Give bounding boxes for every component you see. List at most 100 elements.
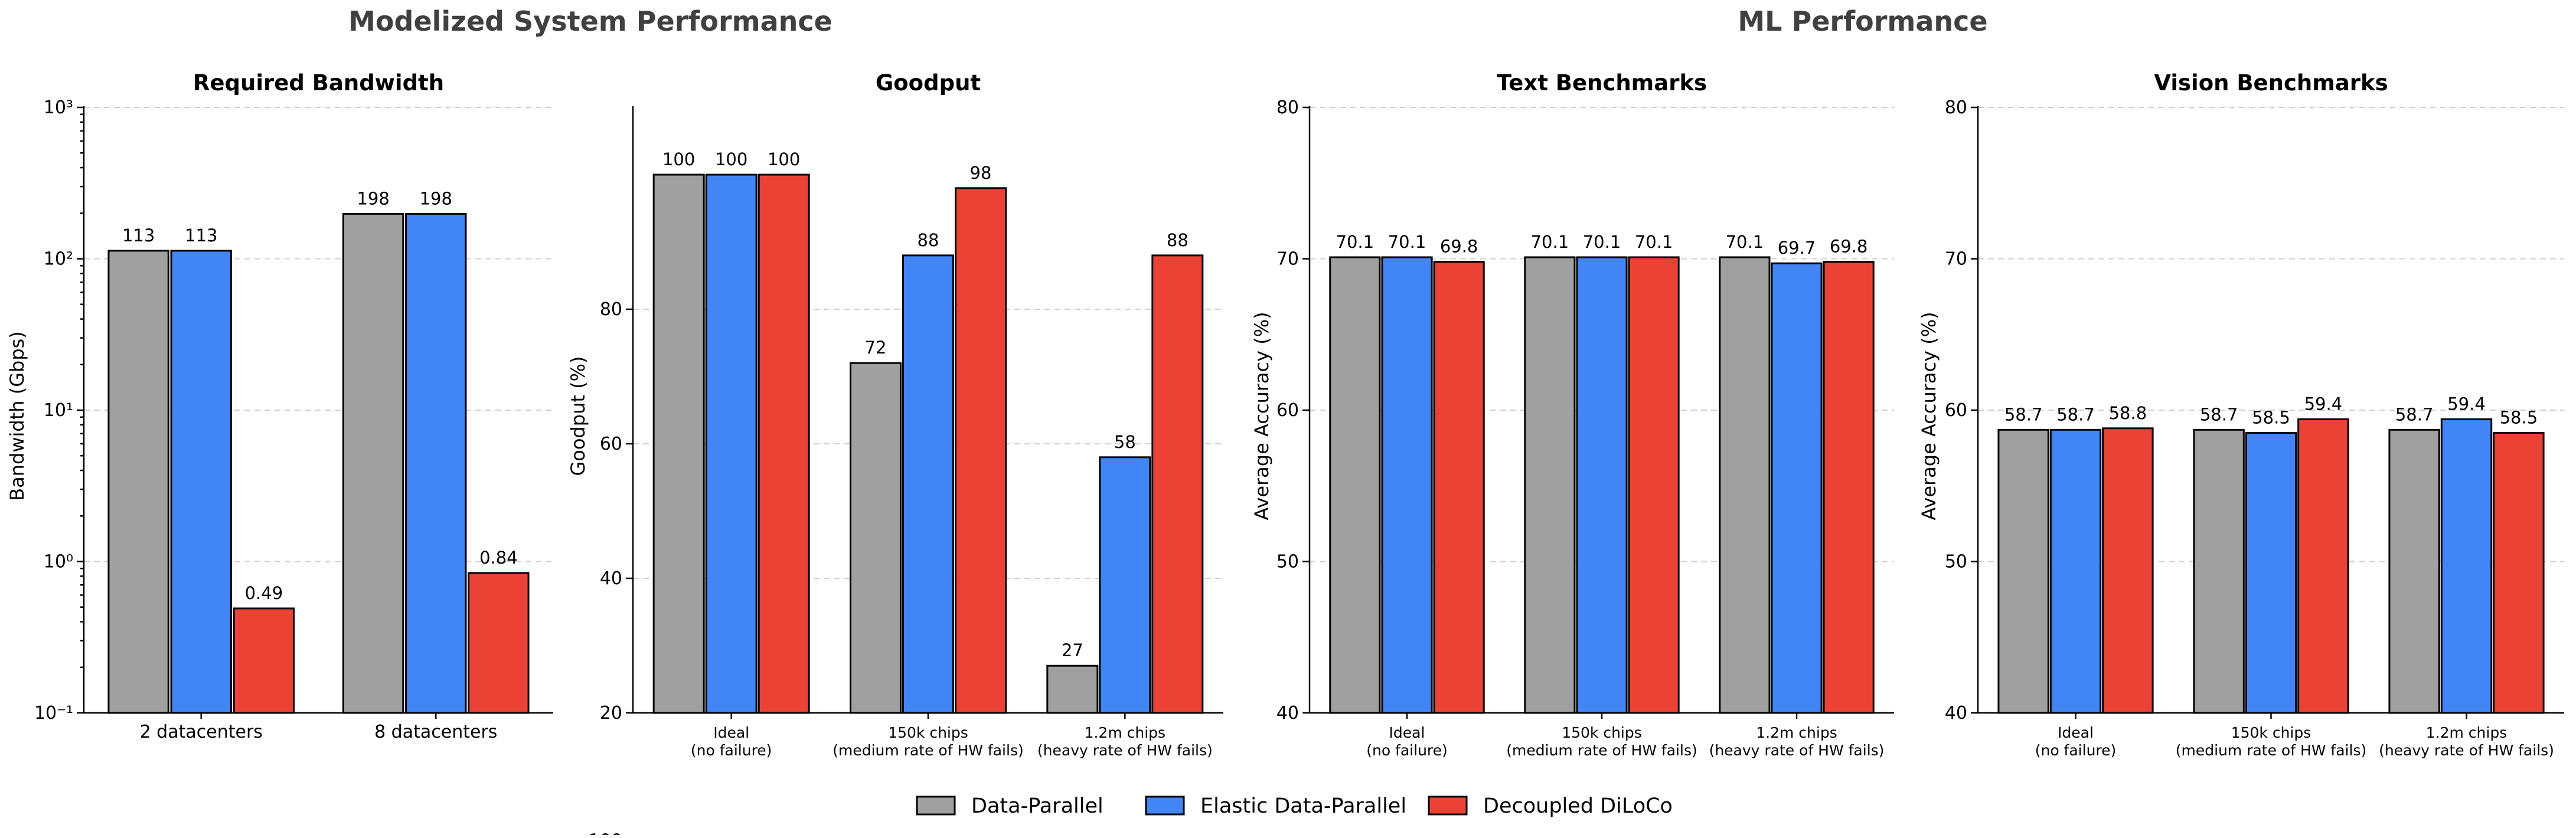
- y-tick-label: 80: [600, 299, 622, 320]
- value-label: 198: [357, 188, 389, 208]
- y-axis-label: Bandwidth (Gbps): [6, 331, 28, 501]
- bar-data-parallel-0: [652, 174, 705, 714]
- bar-decoupled-diloco-2: [2493, 431, 2545, 714]
- bar-elastic-data-parallel-1: [405, 212, 467, 714]
- value-label: 100: [768, 149, 800, 169]
- y-tick-label: 60: [1276, 400, 1299, 421]
- y-tick-label: 40: [1945, 703, 1967, 724]
- bar-decoupled-diloco-0: [233, 607, 295, 714]
- value-label: 88: [918, 230, 939, 250]
- y-tick-label: 70: [1945, 249, 1967, 270]
- bar-elastic-data-parallel-0: [1381, 256, 1433, 714]
- value-label: 70.1: [1583, 232, 1621, 252]
- value-label: 100: [662, 149, 695, 169]
- y-tick-label: 80: [1945, 97, 1967, 118]
- chart-panel-2: Text Benchmarks 40 50 60 70 80 Average Accurac…: [1251, 70, 1894, 759]
- x-tick-label: 8 datacenters: [374, 722, 497, 742]
- x-tick-label: 150k chips: [1562, 724, 1642, 741]
- value-label: 58.7: [2056, 404, 2095, 424]
- bar-elastic-data-parallel-1: [1576, 256, 1628, 714]
- value-label: 58.7: [2004, 404, 2043, 424]
- y-tick-label: 20: [600, 703, 622, 724]
- x-tick-label: 1.2m chips: [1085, 724, 1166, 741]
- bar-decoupled-diloco-1: [955, 187, 1007, 714]
- y-tick-label: 60: [600, 434, 622, 454]
- x-tick-label: (heavy rate of HW fails): [1037, 742, 1213, 759]
- x-tick-label: Ideal: [713, 724, 749, 741]
- legend-item-data-parallel: Data-Parallel: [916, 794, 1103, 818]
- x-tick-label: (heavy rate of HW fails): [1709, 742, 1885, 759]
- bar-elastic-data-parallel-2: [1099, 456, 1151, 714]
- y-tick-label: 10⁻¹: [34, 703, 73, 724]
- x-tick-label: (heavy rate of HW fails): [2379, 742, 2554, 759]
- y-tick-label: 10³: [44, 97, 73, 118]
- x-tick-label: Ideal: [2058, 724, 2094, 741]
- legend-swatch: [916, 796, 956, 816]
- bar-data-parallel-0: [1329, 256, 1381, 714]
- value-label: 70.1: [1336, 232, 1374, 252]
- value-label: 113: [122, 225, 155, 245]
- value-label: 59.4: [2447, 394, 2486, 414]
- legend-label: Decoupled DiLoCo: [1483, 794, 1673, 818]
- x-tick-label: 1.2m chips: [1756, 724, 1837, 741]
- value-label: 70.1: [1531, 232, 1569, 252]
- value-label: 58.8: [2109, 403, 2147, 423]
- bar-decoupled-diloco-2: [1151, 254, 1204, 714]
- x-tick-label: (no failure): [691, 742, 772, 759]
- x-tick-label: 2 datacenters: [140, 722, 263, 742]
- legend: Data-Parallel Elastic Data-Parallel Decoup…: [916, 794, 1673, 818]
- value-label: 27: [1062, 640, 1083, 660]
- bar-elastic-data-parallel-2: [1771, 262, 1823, 714]
- bar-data-parallel-0: [1997, 428, 2049, 714]
- bar-elastic-data-parallel-0: [705, 174, 758, 714]
- bar-decoupled-diloco-1: [2297, 418, 2349, 714]
- bar-data-parallel-2: [2388, 428, 2440, 714]
- panel-title: Vision Benchmarks: [2154, 70, 2388, 96]
- bar-elastic-data-parallel-1: [2245, 431, 2297, 714]
- panel-title: Required Bandwidth: [193, 70, 444, 96]
- value-label: 59.4: [2304, 394, 2343, 414]
- value-label: 70.1: [1388, 232, 1426, 252]
- super-title-system: Modelized System Performance: [348, 5, 832, 37]
- bar-data-parallel-0: [107, 250, 169, 714]
- y-tick-label: 40: [600, 568, 622, 589]
- bar-decoupled-diloco-0: [758, 174, 810, 714]
- legend-item-elastic-data-parallel: Elastic Data-Parallel: [1145, 794, 1406, 818]
- y-tick-label: 50: [1276, 552, 1299, 572]
- x-tick-label: 150k chips: [2231, 724, 2311, 741]
- y-tick-label: 70: [1276, 249, 1299, 270]
- value-label: 88: [1167, 230, 1189, 250]
- value-label: 58.5: [2252, 407, 2290, 427]
- value-label: 58.7: [2395, 404, 2434, 424]
- value-label: 198: [420, 188, 452, 208]
- y-tick-label: 10⁰: [44, 552, 73, 572]
- bar-decoupled-diloco-0: [2102, 427, 2154, 714]
- value-label: 69.7: [1778, 238, 1816, 258]
- y-tick-label: 40: [1276, 703, 1299, 724]
- value-label: 70.1: [1635, 232, 1673, 252]
- legend-label: Elastic Data-Parallel: [1200, 794, 1406, 818]
- panel-title: Goodput: [876, 70, 981, 96]
- chart-panel-3: Vision Benchmarks 40 50 60 70 80 Average Accur…: [1918, 70, 2564, 759]
- y-axis-label: Average Accuracy (%): [1251, 312, 1273, 520]
- bar-elastic-data-parallel-0: [170, 250, 232, 714]
- chart-panels: Required Bandwidth 10⁻¹ 10⁰ 10¹ 10² 10³ Bandwi…: [6, 70, 2564, 838]
- legend-label: Data-Parallel: [971, 794, 1103, 818]
- value-label: 98: [970, 163, 992, 183]
- bar-decoupled-diloco-2: [1823, 261, 1875, 714]
- value-label: 113: [185, 225, 217, 245]
- super-title-ml: ML Performance: [1738, 5, 1987, 37]
- x-tick-label: (medium rate of HW fails): [2176, 742, 2366, 759]
- x-tick-label: (medium rate of HW fails): [1506, 742, 1697, 759]
- x-tick-label: (no failure): [2035, 742, 2117, 759]
- bar-elastic-data-parallel-1: [902, 254, 954, 714]
- value-label: 58.5: [2500, 407, 2538, 427]
- bar-elastic-data-parallel-2: [2440, 418, 2493, 714]
- value-label: 58.7: [2200, 404, 2238, 424]
- bar-data-parallel-2: [1046, 664, 1099, 714]
- y-tick-label: 100: [589, 831, 622, 835]
- bar-data-parallel-1: [850, 362, 902, 714]
- bar-data-parallel-1: [2193, 428, 2245, 714]
- y-axis-label: Average Accuracy (%): [1918, 312, 1940, 520]
